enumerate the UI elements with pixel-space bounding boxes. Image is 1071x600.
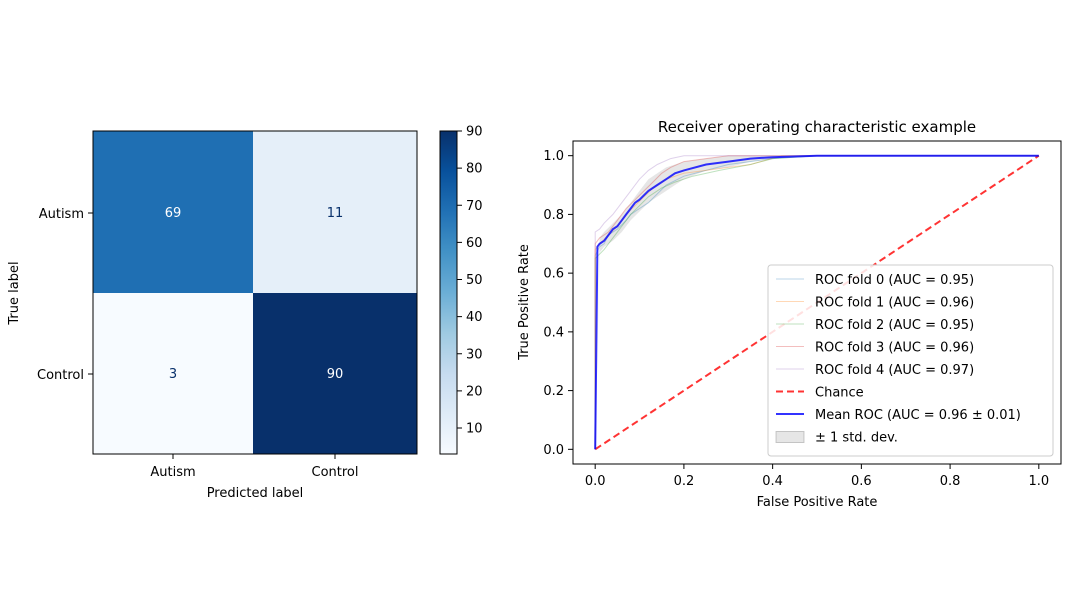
roc-fold-line-0	[594, 155, 1039, 450]
cm-xtick-label: Autism	[150, 465, 195, 480]
roc-ytick-label: 0.4	[543, 325, 564, 340]
roc-xtick-label: 0.0	[585, 474, 606, 489]
roc-title: Receiver operating characteristic exampl…	[658, 118, 976, 136]
roc-xtick-label: 0.6	[851, 474, 872, 489]
legend-label: ROC fold 4 (AUC = 0.97)	[815, 363, 974, 378]
colorbar-tick-label: 20	[466, 384, 483, 399]
roc-ytick-label: 0.0	[543, 443, 564, 458]
roc-ytick-label: 0.2	[543, 384, 564, 399]
legend-label: ROC fold 1 (AUC = 0.96)	[815, 296, 974, 311]
cm-value-control-control: 90	[327, 367, 344, 382]
cm-xlabel: Predicted label	[207, 486, 304, 501]
cm-ytick-label: Control	[37, 368, 84, 383]
cm-cell-autism-control	[253, 131, 417, 293]
legend-label: Mean ROC (AUC = 0.96 ± 0.01)	[815, 408, 1021, 423]
colorbar-tick-label: 50	[466, 273, 483, 288]
roc-xtick-label: 0.8	[940, 474, 961, 489]
colorbar-tick-label: 10	[466, 422, 483, 437]
legend-box	[767, 264, 1054, 457]
roc-legend: ROC fold 0 (AUC = 0.95) ROC fold 1 (AUC =…	[767, 264, 1054, 457]
colorbar-tick-label: 90	[466, 125, 483, 140]
roc-ytick-label: 1.0	[543, 149, 564, 164]
roc-axes-frame	[572, 140, 1062, 465]
legend-label: ROC fold 2 (AUC = 0.95)	[815, 318, 974, 333]
cm-xtick-label: Control	[312, 465, 359, 480]
cm-cell-control-control	[253, 293, 417, 454]
colorbar-gradient	[439, 130, 458, 455]
roc-ylabel: True Positive Rate	[517, 244, 532, 361]
legend-label: ROC fold 0 (AUC = 0.95)	[815, 273, 974, 288]
cm-value-autism-autism: 69	[165, 206, 182, 221]
colorbar-tick-label: 80	[466, 162, 483, 177]
roc-xlabel: False Positive Rate	[757, 495, 878, 510]
legend-label: ± 1 std. dev.	[815, 431, 898, 446]
cm-cell-autism-autism	[93, 131, 253, 293]
colorbar-tick-label: 40	[466, 310, 483, 325]
mean-roc-line	[594, 154, 1039, 450]
roc-xtick-label: 1.0	[1028, 474, 1049, 489]
cm-cell-control-autism	[93, 293, 253, 454]
cm-value-autism-control: 11	[327, 206, 344, 221]
colorbar-tick-label: 70	[466, 199, 483, 214]
legend-label: Chance	[815, 386, 864, 401]
cm-ylabel: True label	[7, 261, 22, 325]
roc-fold-line-3	[594, 155, 1039, 450]
colorbar: 10 20 30 40 50 60 70 80 90	[439, 125, 483, 455]
roc-fold-line-2	[594, 155, 1039, 450]
roc-ytick-label: 0.6	[543, 267, 564, 282]
legend-label: ROC fold 3 (AUC = 0.96)	[815, 341, 974, 356]
cm-ytick-label: Autism	[39, 207, 84, 222]
roc-plot: Receiver operating characteristic exampl…	[517, 118, 1062, 510]
roc-ytick-label: 0.8	[543, 208, 564, 223]
legend-swatch	[775, 431, 805, 443]
confusion-matrix: 69 11 3 90 Autism Control Autism Control…	[7, 130, 418, 501]
colorbar-tick-label: 60	[466, 236, 483, 251]
cm-frame	[92, 130, 418, 455]
cm-value-control-autism: 3	[169, 367, 177, 382]
roc-fold-line-4	[594, 155, 1039, 450]
colorbar-tick-label: 30	[466, 347, 483, 362]
roc-xtick-label: 0.2	[674, 474, 695, 489]
roc-xtick-label: 0.4	[762, 474, 783, 489]
